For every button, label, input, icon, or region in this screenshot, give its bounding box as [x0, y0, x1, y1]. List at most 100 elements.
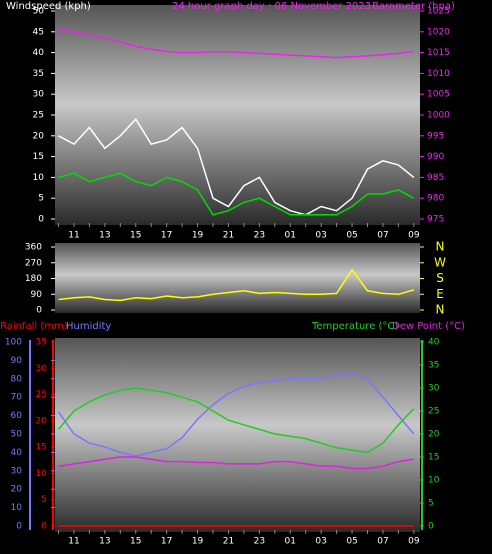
climate-panel — [55, 338, 420, 532]
y-tick-label: 975 — [427, 215, 444, 225]
y-tick-label: 990 — [427, 152, 444, 162]
x-tick-label: 21 — [223, 231, 234, 241]
legend-label: Rainfall (mm) — [0, 321, 68, 332]
x-tick-label: 05 — [346, 537, 357, 547]
y-tick-label: N — [436, 303, 445, 317]
y-tick-label: 50 — [33, 7, 45, 17]
y-tick-label: 50 — [11, 430, 23, 440]
x-tick-label: 17 — [161, 231, 172, 241]
x-tick-label: 11 — [68, 231, 79, 241]
x-tick-label: 21 — [223, 537, 234, 547]
y-tick-label: 20 — [36, 416, 48, 426]
series-line — [58, 172, 415, 216]
x-tick-label: 07 — [377, 537, 388, 547]
y-tick-label: 35 — [428, 361, 439, 371]
y-tick-label: 25 — [36, 390, 47, 400]
series-line — [57, 387, 415, 454]
barometer-label: Barometer (hpa) — [372, 1, 455, 12]
x-tick-label: 05 — [346, 231, 357, 241]
y-tick-label: 20 — [428, 430, 440, 440]
y-tick-label: 30 — [428, 384, 440, 394]
wind-panel — [55, 5, 420, 225]
x-tick-label: 15 — [130, 231, 141, 241]
y-tick-label: 0 — [36, 306, 42, 316]
x-tick-label: 19 — [192, 231, 204, 241]
x-tick-label: 01 — [285, 231, 296, 241]
y-tick-label: 0 — [38, 215, 44, 225]
x-tick-label: 09 — [408, 231, 420, 241]
y-tick-label: 30 — [11, 466, 23, 476]
x-tick-label: 11 — [68, 537, 79, 547]
x-tick-label: 17 — [161, 537, 172, 547]
x-tick-label: 23 — [254, 537, 265, 547]
x-tick-label: 15 — [130, 537, 141, 547]
y-tick-label: 15 — [33, 152, 44, 162]
y-tick-label: 30 — [33, 90, 45, 100]
y-tick-label: 1000 — [427, 111, 450, 121]
y-tick-label: 980 — [427, 194, 444, 204]
y-tick-label: 45 — [33, 27, 44, 37]
y-tick-label: 100 — [5, 338, 22, 348]
y-tick-label: 0 — [16, 522, 22, 532]
y-tick-label: 1015 — [427, 48, 450, 58]
series-line — [58, 456, 414, 470]
y-tick-label: 5 — [41, 495, 47, 505]
chart-title: 24 hour graph day : 06 November 2023 — [172, 1, 371, 12]
y-tick-label: 10 — [11, 503, 23, 513]
y-tick-label: 25 — [33, 111, 44, 121]
x-tick-label: 19 — [192, 537, 204, 547]
y-tick-label: 10 — [33, 173, 45, 183]
y-tick-label: E — [436, 287, 444, 301]
y-tick-label: 995 — [427, 131, 444, 141]
y-tick-label: 70 — [11, 393, 23, 403]
y-tick-label: S — [436, 271, 444, 285]
y-tick-label: 15 — [36, 443, 47, 453]
legend-label: Temperature (°C) — [311, 321, 398, 332]
x-tick-label: 03 — [315, 537, 326, 547]
y-tick-label: 5 — [428, 499, 434, 509]
x-tick-label: 13 — [99, 537, 110, 547]
y-tick-label: 1020 — [427, 27, 450, 37]
y-tick-label: 80 — [11, 374, 23, 384]
y-tick-label: 985 — [427, 173, 444, 183]
y-tick-label: W — [434, 255, 446, 269]
y-tick-label: 180 — [25, 274, 42, 284]
y-tick-label: 0 — [428, 522, 434, 532]
x-tick-label: 07 — [377, 231, 388, 241]
y-tick-label: 35 — [36, 338, 47, 348]
x-tick-label: 09 — [408, 537, 420, 547]
series-line — [58, 117, 415, 216]
legend-label: Humidity — [66, 321, 111, 332]
x-tick-label: 01 — [285, 537, 296, 547]
y-tick-label: 40 — [11, 448, 23, 458]
y-tick-label: 90 — [11, 356, 23, 366]
y-tick-label: 20 — [33, 131, 45, 141]
y-tick-label: 360 — [25, 243, 42, 253]
y-tick-label: 10 — [36, 469, 48, 479]
direction-panel — [55, 243, 420, 313]
y-tick-label: 1005 — [427, 90, 450, 100]
wind-label: Windspeed (kph) — [6, 1, 91, 12]
y-tick-label: 1025 — [427, 7, 450, 17]
y-tick-label: 15 — [428, 453, 439, 463]
y-tick-label: 5 — [38, 194, 44, 204]
x-tick-label: 03 — [315, 231, 326, 241]
y-tick-label: 35 — [33, 69, 44, 79]
series-line — [58, 268, 415, 302]
y-tick-label: 0 — [41, 522, 47, 532]
y-tick-label: 40 — [428, 338, 440, 348]
y-tick-label: 1010 — [427, 69, 450, 79]
x-tick-label: 13 — [99, 231, 110, 241]
y-tick-label: 30 — [36, 364, 48, 374]
x-tick-label: 23 — [254, 231, 265, 241]
y-tick-label: 20 — [11, 485, 23, 495]
y-tick-label: N — [436, 240, 445, 254]
y-tick-label: 90 — [31, 290, 43, 300]
series-line — [57, 372, 415, 457]
y-tick-label: 270 — [25, 258, 42, 268]
y-tick-label: 25 — [428, 407, 439, 417]
y-tick-label: 60 — [11, 411, 23, 421]
series-line — [58, 28, 414, 59]
y-tick-label: 40 — [33, 48, 45, 58]
